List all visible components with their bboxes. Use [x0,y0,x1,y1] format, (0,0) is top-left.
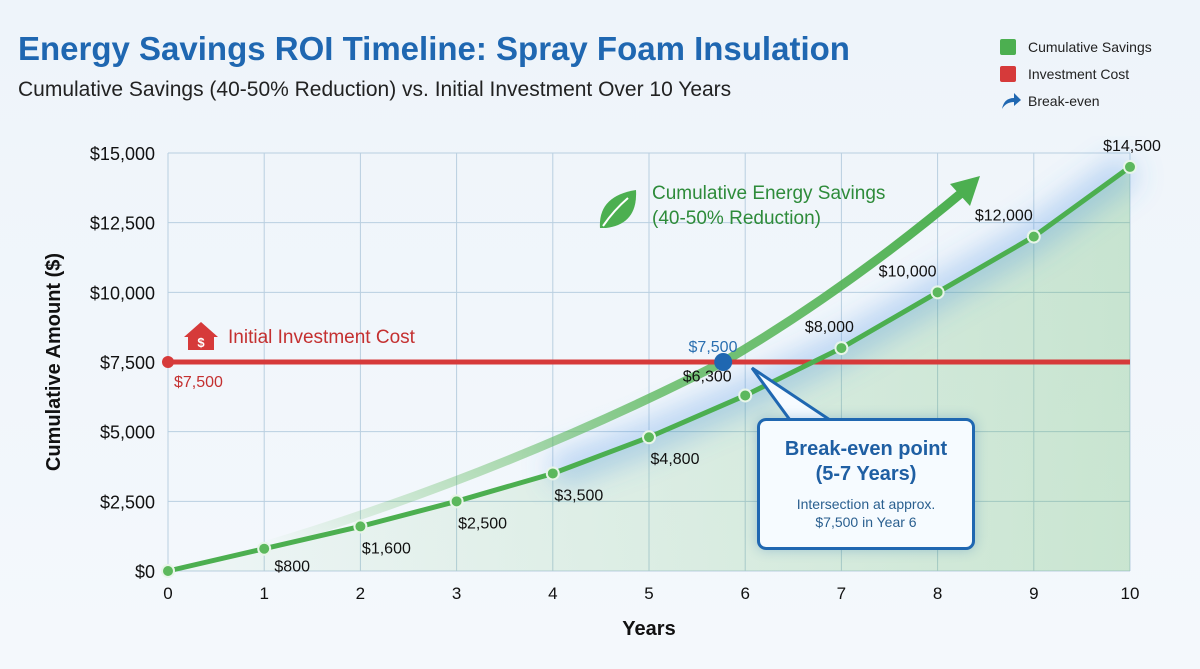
leaf-icon [599,190,637,228]
savings-data-label: $4,800 [651,451,700,468]
investment-start-label: $7,500 [174,374,223,391]
savings-data-label: $1,600 [362,540,411,557]
savings-point [930,285,945,300]
chart-subtitle: Cumulative Savings (40-50% Reduction) vs… [18,78,732,101]
y-tick-label: $15,000 [90,144,155,164]
legend-label: Cumulative Savings [1028,38,1152,55]
x-tick-label: 8 [933,584,942,603]
legend-swatch-red [1000,65,1016,82]
x-tick-label: 0 [163,584,172,603]
x-axis-label: Years [622,618,675,640]
y-tick-label: $7,500 [100,353,155,373]
savings-trend-arrow [259,185,970,551]
x-tick-label: 3 [452,584,461,603]
legend-label: Break-even [1028,92,1100,109]
house-dollar-icon: $ [184,322,218,350]
callout-text: Intersection at approx. $7,500 in Year 6 [796,496,936,530]
savings-point [257,541,272,556]
savings-data-label: $2,500 [458,515,507,532]
callout-title: Break-even point (5-7 Years) [784,438,948,485]
legend-item-investment: Investment Cost [1000,60,1152,87]
y-tick-label: $12,500 [90,214,155,234]
break-even-point [714,353,733,371]
legend-swatch-green [1000,38,1016,55]
svg-text:$: $ [197,335,205,350]
x-tick-label: 2 [356,584,365,603]
y-tick-label: $2,500 [100,492,155,512]
savings-point [738,388,753,403]
y-tick-label: $10,000 [90,283,155,303]
investment-start-point [162,356,174,368]
y-tick-label: $5,000 [100,423,155,443]
savings-point [353,519,368,534]
y-tick-label: $0 [135,562,155,582]
savings-annotation-line1: Cumulative Energy Savings [652,183,885,204]
legend-item-savings: Cumulative Savings [1000,33,1152,60]
investment-annotation: Initial Investment Cost [228,327,416,348]
savings-point [1123,159,1137,174]
x-tick-label: 9 [1029,584,1038,603]
savings-point [834,341,849,356]
break-even-callout: Break-even point (5-7 Years) Intersection… [757,418,975,550]
chart-title: Energy Savings ROI Timeline: Spray Foam … [18,30,850,67]
savings-point [449,494,464,509]
x-tick-label: 4 [548,584,557,603]
y-axis-label: Cumulative Amount ($) [43,253,65,471]
x-tick-label: 7 [837,584,846,603]
legend-item-break-even: Break-even [1000,87,1152,114]
legend: Cumulative Savings Investment Cost Break… [1000,33,1152,114]
legend-label: Investment Cost [1028,65,1130,82]
x-tick-label: 5 [644,584,653,603]
savings-data-label: $8,000 [805,319,854,336]
savings-point [642,430,656,445]
trend-arrowhead [950,176,980,206]
savings-data-label: $6,300 [683,368,732,385]
savings-data-label: $3,500 [554,487,603,504]
x-tick-label: 10 [1121,584,1140,603]
break-even-value: $7,500 [689,339,738,356]
savings-data-label: $14,500 [1103,138,1161,155]
savings-data-label: $10,000 [879,263,937,280]
savings-point [161,564,175,578]
x-tick-label: 6 [740,584,749,603]
savings-point [545,466,560,481]
savings-point [1026,229,1041,244]
savings-data-label: $800 [274,559,310,576]
x-tick-label: 1 [259,584,268,603]
savings-data-label: $12,000 [975,208,1033,225]
curved-arrow-icon [1002,92,1021,109]
savings-annotation-line2: (40-50% Reduction) [652,208,821,229]
